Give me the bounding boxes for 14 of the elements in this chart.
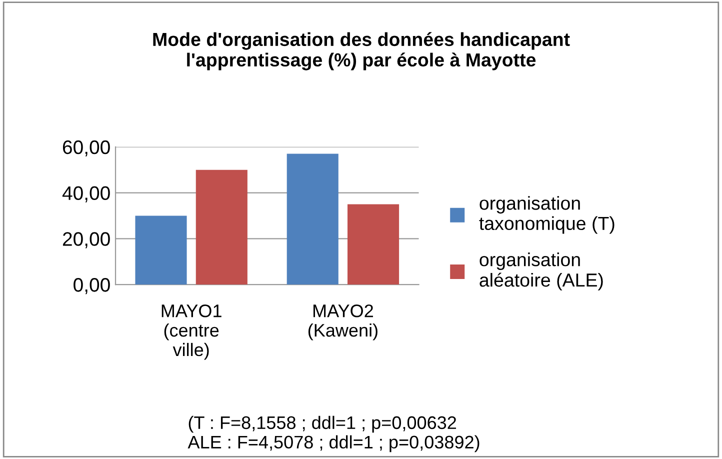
x-tick-label: MAYO2 (Kaweni) <box>308 304 378 340</box>
bar <box>286 154 338 285</box>
y-tick-label: 60,00 <box>62 140 110 156</box>
y-tick-label: 0,00 <box>74 278 110 294</box>
x-tick-label: MAYO1 (centre ville) <box>162 304 222 360</box>
bar <box>135 216 187 285</box>
bar <box>196 170 248 285</box>
legend-label: organisation aléatoire (ALE) <box>480 252 603 290</box>
y-tick-label: 20,00 <box>62 232 110 248</box>
y-tick-label: 40,00 <box>62 186 110 202</box>
bar <box>348 204 400 285</box>
text: (T : F=8,1558 ; ddl=1 ; p=0,00632 ALE : F=4,5078 ; ddl=1 ; p=0,03892) <box>188 416 480 452</box>
chart-title: Mode d'organisation des données handicapant l'apprentissage (%) par école à Mayotte <box>153 32 570 70</box>
legend-label: organisation taxonomique (T) <box>479 196 614 234</box>
